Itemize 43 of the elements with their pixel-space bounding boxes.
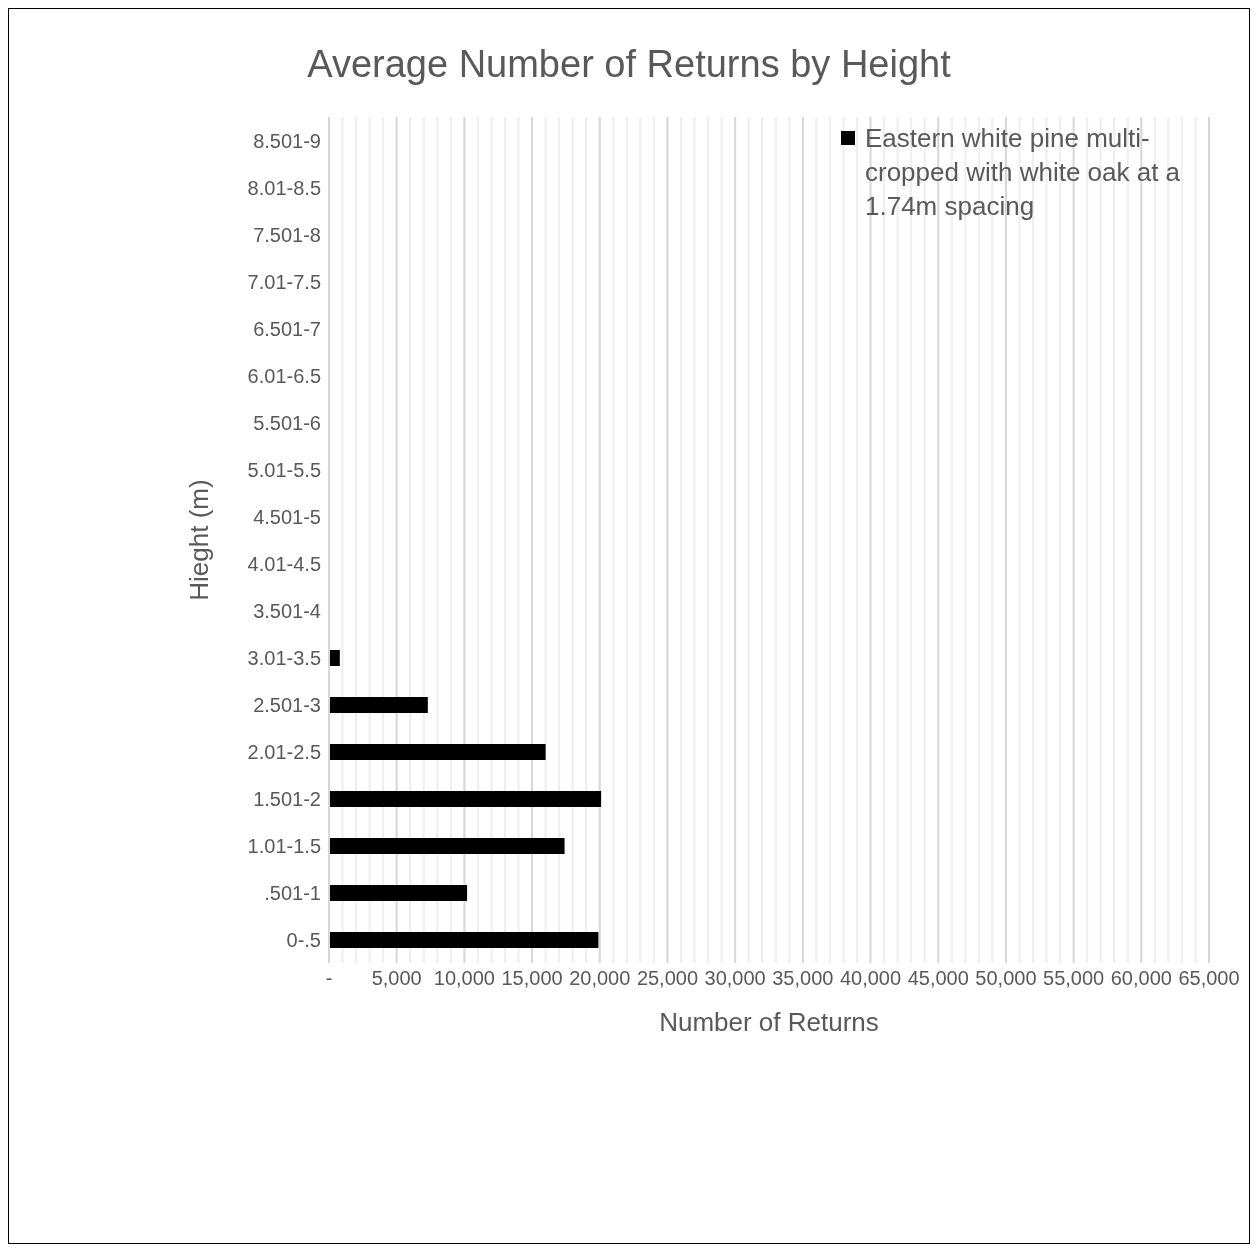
y-tick-label: 6.01-6.5 bbox=[247, 364, 321, 387]
bar bbox=[329, 650, 340, 666]
y-tick-label: 5.01-5.5 bbox=[247, 458, 321, 481]
x-tick-label: 5,000 bbox=[371, 967, 422, 990]
x-tick-label: 35,000 bbox=[772, 967, 834, 990]
y-tick-label: 3.01-3.5 bbox=[247, 646, 321, 669]
y-tick-label: 8.01-8.5 bbox=[247, 176, 321, 199]
y-tick-label: 4.01-4.5 bbox=[247, 552, 321, 575]
y-tick-label: 1.501-2 bbox=[253, 787, 321, 810]
y-tick-label: 6.501-7 bbox=[253, 317, 321, 340]
x-axis-title: Number of Returns bbox=[659, 1007, 879, 1038]
x-tick-label: - bbox=[325, 967, 333, 990]
y-tick-label: 1.01-1.5 bbox=[247, 834, 321, 857]
y-tick-label: 2.501-3 bbox=[253, 693, 321, 716]
legend-label: Eastern white pine multi-cropped with white oak at a 1.74m spacing bbox=[865, 122, 1182, 223]
bar bbox=[329, 932, 599, 948]
x-tick-label: 60,000 bbox=[1110, 967, 1172, 990]
x-tick-label: 45,000 bbox=[907, 967, 969, 990]
x-tick-label: 40,000 bbox=[839, 967, 902, 990]
y-tick-label: 5.501-6 bbox=[253, 411, 321, 434]
x-tick-label: 30,000 bbox=[704, 967, 766, 990]
x-tick-label: 55,000 bbox=[1043, 967, 1105, 990]
bar bbox=[329, 697, 428, 713]
y-tick-label: 3.501-4 bbox=[253, 599, 321, 622]
bar bbox=[329, 838, 565, 854]
y-tick-label: 2.01-2.5 bbox=[247, 740, 321, 763]
x-tick-label: 50,000 bbox=[975, 967, 1037, 990]
y-tick-label: 0-.5 bbox=[286, 928, 321, 951]
bar bbox=[329, 744, 546, 760]
x-tick-label: 65,000 bbox=[1178, 967, 1240, 990]
y-tick-label: .501-1 bbox=[264, 881, 321, 904]
y-tick-label: 7.501-8 bbox=[253, 223, 321, 246]
x-tick-label: 10,000 bbox=[433, 967, 495, 990]
x-tick-label: 20,000 bbox=[569, 967, 631, 990]
x-tick-label: 15,000 bbox=[501, 967, 563, 990]
bar bbox=[329, 885, 468, 901]
x-tick-label: 25,000 bbox=[636, 967, 699, 990]
y-tick-label: 4.501-5 bbox=[253, 505, 321, 528]
y-tick-label: 8.501-9 bbox=[253, 129, 321, 152]
chart-title: Average Number of Returns by Height bbox=[306, 43, 952, 86]
y-tick-label: 7.01-7.5 bbox=[247, 270, 321, 293]
y-axis-title: Hieght (m) bbox=[184, 479, 215, 601]
bar bbox=[329, 791, 602, 807]
